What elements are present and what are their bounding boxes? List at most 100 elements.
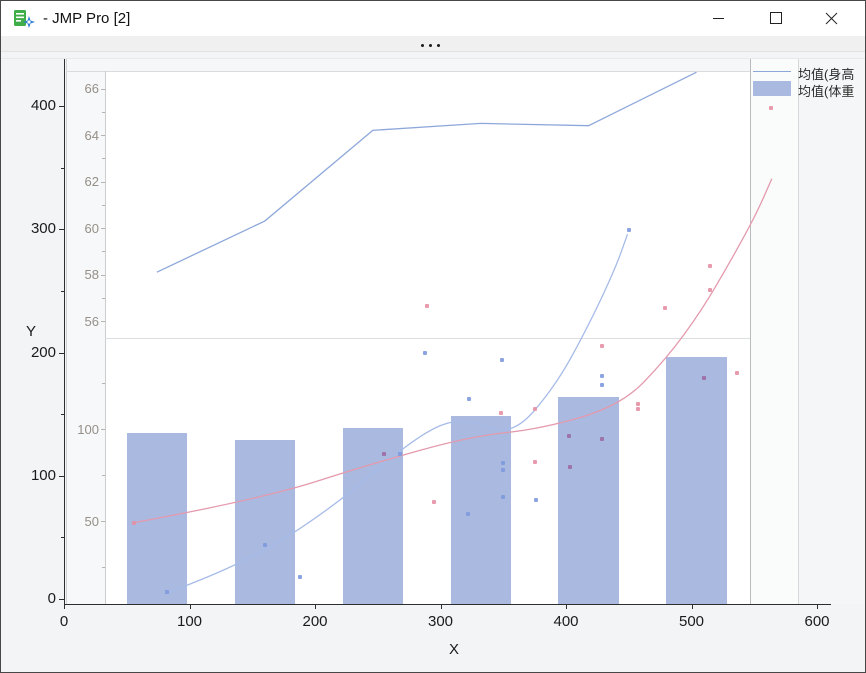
- mean-weight-bar[interactable]: [666, 357, 727, 604]
- maximize-button[interactable]: [753, 1, 799, 35]
- blue-scatter-point[interactable]: [398, 451, 403, 456]
- y-tick-label: 0: [47, 590, 56, 607]
- blue-scatter-point[interactable]: [499, 357, 504, 362]
- blue-scatter-point[interactable]: [533, 498, 538, 503]
- inner-height-minor-tick: [102, 297, 105, 299]
- pink-scatter-point[interactable]: [432, 499, 437, 504]
- y-minor-tick: [61, 290, 64, 292]
- mean-weight-bar[interactable]: [342, 428, 403, 604]
- inner-y-axis-line: [105, 71, 106, 604]
- blue-scatter-point[interactable]: [467, 397, 472, 402]
- pink-scatter-point[interactable]: [768, 106, 773, 111]
- legend-panel-bg: [798, 59, 865, 604]
- inner-weight-minor-tick: [102, 475, 105, 476]
- y-axis-line[interactable]: [64, 59, 65, 604]
- grip-dot: [437, 43, 440, 47]
- y-minor-tick: [61, 167, 64, 169]
- overlap-scatter-point[interactable]: [567, 465, 572, 470]
- blue-scatter-point[interactable]: [600, 373, 605, 378]
- y-tick: [59, 229, 64, 231]
- pink-scatter-point[interactable]: [132, 520, 137, 525]
- pink-scatter-point[interactable]: [600, 344, 605, 349]
- plot-top-margin: [66, 59, 750, 71]
- x-tick-label: 300: [427, 613, 454, 630]
- mean-weight-bar[interactable]: [558, 396, 619, 604]
- y-minor-tick: [61, 537, 64, 539]
- blue-scatter-point[interactable]: [626, 228, 631, 233]
- inner-height-minor-tick: [102, 158, 105, 160]
- x-tick: [691, 604, 693, 609]
- pink-scatter-point[interactable]: [734, 371, 739, 376]
- close-icon: [825, 12, 837, 24]
- blue-scatter-point[interactable]: [501, 494, 506, 499]
- inner-weight-tick: [101, 521, 105, 522]
- inner-weight-tick: [101, 429, 105, 430]
- x-tick-label: 0: [59, 613, 69, 630]
- inner-height-tick: [101, 274, 105, 276]
- pink-scatter-point[interactable]: [532, 460, 537, 465]
- pink-scatter-point[interactable]: [663, 306, 668, 311]
- minimize-button[interactable]: [695, 1, 741, 35]
- inner-height-tick: [101, 135, 105, 136]
- x-tick-label: 600: [804, 613, 830, 630]
- inner-height-tick-label: 58: [84, 267, 99, 282]
- blue-scatter-point[interactable]: [600, 382, 605, 387]
- blue-scatter-point[interactable]: [423, 350, 428, 355]
- blue-scatter-point[interactable]: [262, 542, 267, 547]
- pink-scatter-point[interactable]: [532, 407, 537, 412]
- maximize-icon: [770, 12, 782, 24]
- mean-weight-bar[interactable]: [450, 416, 511, 604]
- x-axis-title: X: [449, 641, 460, 658]
- blue-scatter-point[interactable]: [501, 461, 506, 466]
- inner-weight-minor-tick: [102, 383, 105, 384]
- inner-height-tick: [101, 181, 105, 183]
- inner-height-minor-tick: [102, 204, 105, 206]
- blue-scatter-point[interactable]: [164, 589, 169, 594]
- overlap-scatter-point[interactable]: [382, 451, 387, 456]
- overlap-scatter-point[interactable]: [702, 376, 707, 381]
- close-button[interactable]: [808, 1, 854, 35]
- pink-scatter-point[interactable]: [708, 287, 713, 292]
- x-axis-line[interactable]: [64, 604, 831, 605]
- y-tick-label: 200: [30, 343, 56, 361]
- pink-scatter-point[interactable]: [635, 402, 640, 407]
- legend-box-swatch: [753, 81, 791, 96]
- mean-weight-bar[interactable]: [234, 440, 295, 604]
- legend-item-mean-height[interactable]: 均值(身高: [750, 63, 865, 82]
- x-tick: [315, 604, 316, 609]
- inner-height-tick-label: 62: [84, 174, 99, 189]
- jmp-document-icon: [14, 10, 35, 28]
- legend-item-mean-weight[interactable]: 均值(体重: [750, 80, 865, 99]
- inner-height-tick-label: 60: [84, 220, 99, 236]
- blue-scatter-point[interactable]: [466, 511, 471, 516]
- inner-axis-section-divider: [105, 338, 750, 339]
- y-tick: [59, 352, 64, 354]
- overlap-scatter-point[interactable]: [566, 434, 571, 439]
- x-tick-label: 100: [176, 613, 203, 630]
- legend-label: 均值(体重: [798, 84, 855, 99]
- y-minor-tick: [61, 414, 64, 416]
- pink-scatter-point[interactable]: [635, 407, 640, 412]
- toolbar-overflow-grip[interactable]: [421, 41, 440, 49]
- legend-label: 均值(身高: [798, 67, 855, 82]
- overlap-scatter-point[interactable]: [600, 436, 605, 441]
- grip-dot: [421, 43, 424, 47]
- x-tick: [566, 604, 567, 609]
- blue-scatter-point[interactable]: [501, 467, 506, 472]
- inner-weight-tick-label: 100: [77, 421, 99, 437]
- title-bar: - JMP Pro [2]: [1, 1, 865, 36]
- x-tick: [189, 604, 191, 609]
- mean-weight-bar[interactable]: [126, 432, 187, 604]
- inner-height-minor-tick: [102, 251, 105, 253]
- x-tick-label: 500: [678, 613, 705, 630]
- x-tick: [440, 604, 442, 609]
- x-tick-label: 400: [553, 613, 579, 630]
- window-title: - JMP Pro [2]: [43, 10, 131, 27]
- inner-weight-tick-label: 50: [84, 513, 99, 529]
- pink-scatter-point[interactable]: [424, 303, 429, 308]
- pink-scatter-point[interactable]: [498, 410, 503, 415]
- grip-dot: [429, 43, 432, 47]
- blue-scatter-point[interactable]: [297, 574, 302, 579]
- pink-scatter-point[interactable]: [708, 264, 713, 269]
